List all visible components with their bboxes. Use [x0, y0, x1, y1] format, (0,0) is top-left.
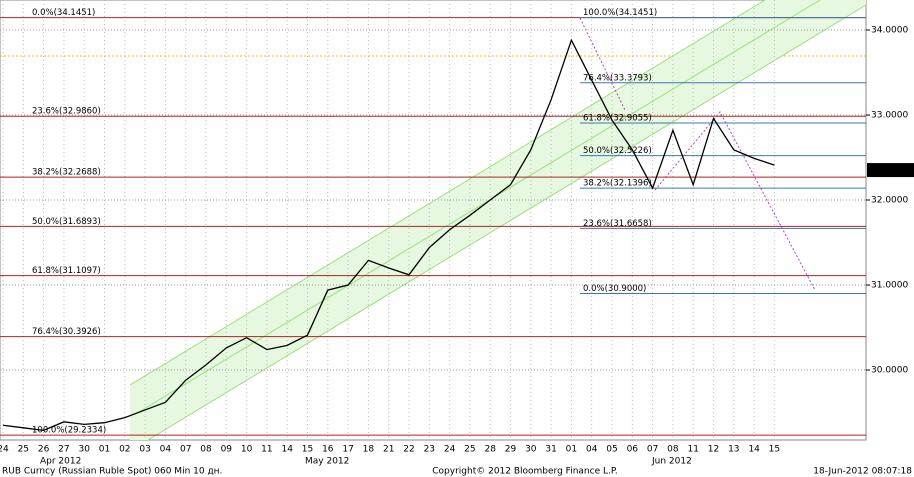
fib-label: 38.2%(32.2688) — [32, 168, 101, 178]
fib-label: 76.4%(30.3926) — [32, 327, 101, 337]
x-tick-label: 09 — [221, 445, 233, 455]
x-tick-label: 05 — [606, 445, 617, 455]
x-tick-label: 06 — [627, 445, 639, 455]
month-label: Apr 2012 — [40, 457, 81, 467]
x-tick-label: 24 — [444, 445, 456, 455]
x-tick-label: 12 — [708, 445, 719, 455]
x-tick-label: 01 — [566, 445, 577, 455]
x-tick-label: 21 — [383, 445, 394, 455]
x-tick-label: 23 — [424, 445, 435, 455]
x-tick-label: 03 — [139, 445, 150, 455]
x-tick-label: 14 — [748, 445, 760, 455]
price-line — [2, 38, 775, 432]
x-tick-label: 31 — [545, 445, 556, 455]
y-tick-label: 30.0000 — [871, 366, 908, 376]
channel-line — [129, 0, 766, 386]
channel-line — [147, 4, 867, 441]
x-tick-label: 11 — [687, 445, 698, 455]
footer-text: 18-Jun-2012 08:07:18 — [813, 467, 912, 477]
channel — [130, 0, 866, 440]
x-tick-label: 15 — [302, 445, 313, 455]
y-tick-label: 32.0000 — [871, 195, 908, 205]
x-tick-label: 30 — [78, 445, 90, 455]
x-tick-label: 07 — [180, 445, 191, 455]
x-tick-label: 07 — [647, 445, 658, 455]
x-tick-label: 01 — [99, 445, 110, 455]
x-tick-label: 04 — [586, 445, 598, 455]
x-tick-label: 18 — [363, 445, 375, 455]
y-tick-label: 34.0000 — [871, 25, 908, 35]
x-tick-label: 08 — [200, 445, 212, 455]
month-label: May 2012 — [305, 457, 349, 467]
trend-line — [579, 17, 626, 111]
fib-label: 50.0%(32.5226) — [583, 146, 652, 156]
x-tick-label: 22 — [403, 445, 414, 455]
footer-text: Copyright© 2012 Bloomberg Finance L.P. — [432, 467, 617, 477]
x-tick-label: 29 — [505, 445, 517, 455]
fib-label: 23.6%(31.6658) — [583, 219, 652, 229]
fib-label: 0.0%(30.9000) — [583, 284, 646, 294]
fib-label: 50.0%(31.6893) — [32, 217, 101, 227]
fib-label: 61.8%(32.9055) — [583, 114, 652, 124]
x-tick-label: 11 — [261, 445, 272, 455]
x-tick-label: 25 — [18, 445, 29, 455]
x-tick-label: 13 — [728, 445, 739, 455]
x-tick-label: 08 — [667, 445, 679, 455]
x-tick-label: 04 — [160, 445, 172, 455]
y-tick-label: 33.0000 — [871, 110, 908, 120]
x-tick-label: 24 — [0, 445, 9, 455]
x-tick-label: 27 — [58, 445, 69, 455]
last-price-box — [867, 163, 914, 178]
x-tick-label: 30 — [525, 445, 537, 455]
trend-line — [654, 111, 816, 291]
x-tick-label: 02 — [119, 445, 130, 455]
month-label: Jun 2012 — [651, 457, 692, 467]
x-tick-label: 17 — [342, 445, 353, 455]
x-tick-label: 15 — [769, 445, 780, 455]
x-tick-label: 10 — [241, 445, 253, 455]
x-tick-label: 16 — [322, 445, 334, 455]
y-tick-label: 31.0000 — [871, 281, 908, 291]
x-tick-label: 14 — [281, 445, 293, 455]
fib-label: 76.4%(33.3793) — [583, 73, 652, 83]
x-tick-label: 25 — [464, 445, 475, 455]
x-tick-label: 28 — [484, 445, 496, 455]
fib-label: 23.6%(32.9860) — [32, 107, 101, 117]
fib-label: 0.0%(34.1451) — [32, 8, 95, 18]
fib-label: 61.8%(31.1097) — [32, 266, 101, 276]
fib-label: 100.0%(29.2334) — [32, 426, 106, 436]
x-tick-label: 26 — [38, 445, 50, 455]
last-price-label: 32.3521 — [871, 166, 908, 176]
fib-label: 100.0%(34.1451) — [583, 8, 657, 18]
footer-text: RUB Curncy (Russian Ruble Spot) 060 Min … — [2, 467, 222, 477]
channel-line — [138, 0, 821, 413]
fib-label: 38.2%(32.1396) — [583, 179, 652, 189]
